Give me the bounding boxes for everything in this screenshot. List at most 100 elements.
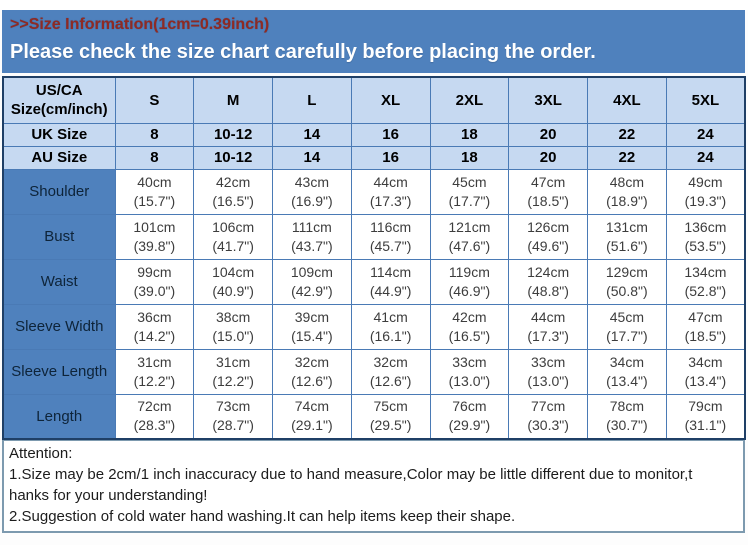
measurement-cm: 34cm: [609, 353, 644, 370]
measurement-inch: (13.4"): [684, 372, 727, 389]
measurement-cm: 47cm: [688, 308, 723, 325]
measurement-row: Sleeve Length 31cm (12.2") 31cm (12.2") 32cm (…: [2, 348, 746, 395]
region-size-value: 22: [587, 122, 667, 147]
measurement-cm: 33cm: [531, 353, 566, 370]
measurement-row: Waist 99cm (39.0") 104cm (40.9") 109cm (42.9")…: [2, 258, 746, 305]
measurement-inch: (18.5"): [684, 327, 727, 344]
header-banner: >>Size Information(1cm=0.39inch) Please …: [2, 10, 745, 73]
measurement-inch: (29.9"): [448, 417, 491, 434]
measurement-cm: 104cm: [212, 263, 255, 280]
measurement-value: 79cm (31.1"): [665, 393, 746, 440]
measurement-inch: (29.5"): [369, 417, 412, 434]
measurement-value: 109cm (42.9"): [272, 258, 352, 305]
measurement-inch: (13.4"): [606, 372, 648, 389]
region-size-value: 16: [350, 122, 431, 147]
measurement-row: Bust 101cm (39.8") 106cm (41.7") 111cm (43.7")…: [2, 213, 746, 260]
measurement-value: 124cm (48.8"): [508, 258, 588, 305]
measurement-cm: 119cm: [448, 263, 490, 280]
region-size-value: 22: [587, 145, 667, 170]
measurement-inch: (18.5"): [527, 192, 569, 209]
measurement-value: 44cm (17.3"): [508, 303, 588, 350]
measurement-inch: (16.9"): [291, 192, 333, 209]
size-chart-page: >>Size Information(1cm=0.39inch) Please …: [0, 10, 748, 545]
measurement-value: 77cm (30.3"): [508, 393, 588, 440]
measurement-value: 101cm (39.8"): [114, 213, 195, 260]
measurement-inch: (15.0"): [212, 327, 254, 344]
region-size-value: 24: [665, 122, 746, 147]
measurement-cm: 42cm: [216, 173, 251, 190]
measurement-cm: 129cm: [605, 263, 648, 280]
measurement-cm: 76cm: [452, 398, 487, 415]
measurement-cm: 38cm: [216, 308, 251, 325]
size-column-header: 3XL: [508, 76, 588, 124]
measurement-inch: (30.7"): [606, 417, 648, 434]
measurement-value: 106cm (41.7"): [193, 213, 273, 260]
region-size-label: UK Size: [2, 122, 116, 147]
measurement-row: Shoulder 40cm (15.7") 42cm (16.5") 43cm (16.9"…: [2, 168, 746, 215]
measurement-inch: (39.0"): [133, 282, 176, 299]
region-size-value: 10-12: [193, 145, 273, 170]
measurement-cm: 99cm: [137, 263, 172, 280]
measurement-value: 38cm (15.0"): [193, 303, 273, 350]
region-size-value: 20: [508, 145, 588, 170]
measurement-value: 36cm (14.2"): [114, 303, 195, 350]
measurement-inch: (15.4"): [291, 327, 333, 344]
measurement-inch: (45.7"): [369, 237, 412, 254]
measurement-value: 43cm (16.9"): [272, 168, 352, 215]
measurement-inch: (16.5"): [448, 327, 491, 344]
check-chart-notice: Please check the size chart carefully be…: [10, 41, 596, 63]
measurement-inch: (12.6"): [369, 372, 412, 389]
measurement-inch: (17.7"): [606, 327, 648, 344]
attention-box: Attention: 1.Size may be 2cm/1 inch inac…: [2, 440, 745, 533]
measurement-cm: 78cm: [609, 398, 644, 415]
measurement-label: Bust: [2, 213, 116, 260]
size-column-header: 4XL: [587, 76, 667, 124]
measurement-inch: (52.8"): [684, 282, 727, 299]
attention-line-2: hanks for your understanding!: [9, 487, 208, 504]
measurement-inch: (50.8"): [606, 282, 648, 299]
measurement-cm: 34cm: [688, 353, 723, 370]
measurement-inch: (53.5"): [684, 237, 727, 254]
region-size-value: 8: [114, 122, 195, 147]
measurement-cm: 32cm: [373, 353, 408, 370]
measurement-value: 111cm (43.7"): [272, 213, 352, 260]
measurement-inch: (14.2"): [133, 327, 176, 344]
measurement-value: 131cm (51.6"): [587, 213, 667, 260]
measurement-inch: (39.8"): [133, 237, 176, 254]
measurement-value: 41cm (16.1"): [350, 303, 431, 350]
measurement-value: 31cm (12.2"): [193, 348, 273, 395]
measurement-inch: (46.9"): [448, 282, 491, 299]
corner-header: US/CA Size(cm/inch): [2, 76, 116, 124]
measurement-label: Length: [2, 393, 116, 440]
measurement-value: 47cm (18.5"): [665, 303, 746, 350]
measurement-cm: 36cm: [137, 308, 172, 325]
region-size-value: 16: [350, 145, 431, 170]
measurement-value: 42cm (16.5"): [429, 303, 510, 350]
measurement-cm: 39cm: [294, 308, 329, 325]
size-column-header: L: [272, 76, 352, 124]
measurement-cm: 45cm: [609, 308, 644, 325]
size-information-title: >>Size Information(1cm=0.39inch): [10, 16, 270, 33]
measurement-inch: (44.9"): [369, 282, 412, 299]
measurement-inch: (43.7"): [291, 237, 333, 254]
measurement-label: Sleeve Width: [2, 303, 116, 350]
measurement-inch: (28.7"): [212, 417, 254, 434]
size-column-header: XL: [350, 76, 431, 124]
size-column-header: S: [114, 76, 195, 124]
region-size-value: 20: [508, 122, 588, 147]
measurement-cm: 47cm: [531, 173, 566, 190]
measurement-value: 134cm (52.8"): [665, 258, 746, 305]
measurement-inch: (42.9"): [291, 282, 333, 299]
measurement-cm: 42cm: [452, 308, 487, 325]
measurement-inch: (19.3"): [684, 192, 727, 209]
measurement-cm: 124cm: [527, 263, 570, 280]
region-size-row: UK Size 8 10-12 14 16 18 20 22 24: [2, 122, 746, 147]
region-size-value: 8: [114, 145, 195, 170]
measurement-value: 33cm (13.0"): [508, 348, 588, 395]
measurement-value: 45cm (17.7"): [587, 303, 667, 350]
measurement-cm: 75cm: [373, 398, 408, 415]
measurement-cm: 116cm: [370, 218, 412, 235]
measurement-cm: 31cm: [137, 353, 172, 370]
measurement-cm: 101cm: [133, 218, 176, 235]
measurement-cm: 31cm: [216, 353, 251, 370]
